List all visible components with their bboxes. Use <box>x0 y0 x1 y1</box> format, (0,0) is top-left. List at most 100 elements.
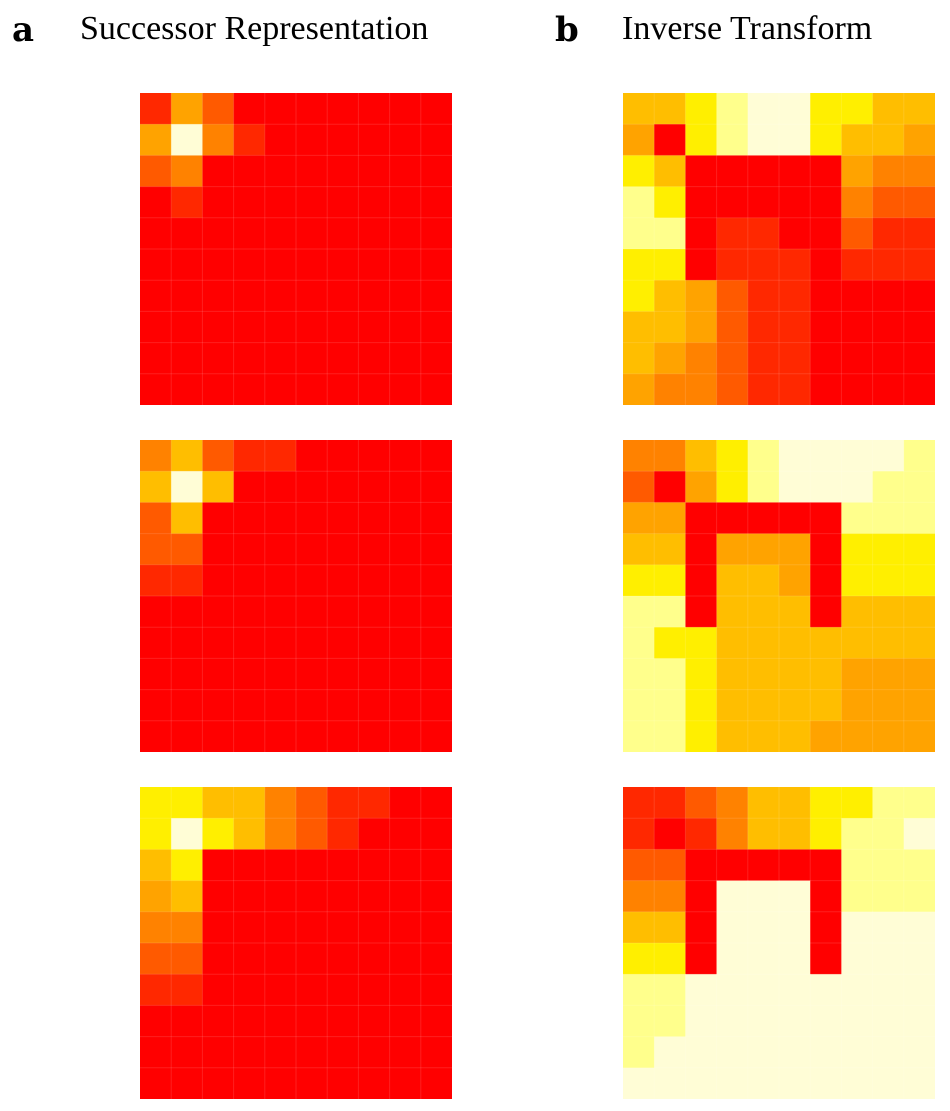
heatmap-cell <box>779 627 811 659</box>
heatmap-cell <box>685 342 717 375</box>
heatmap-cell <box>623 440 655 472</box>
heatmap-cell <box>716 533 749 566</box>
heatmap-cell <box>654 342 686 375</box>
heatmap-cell <box>810 93 842 125</box>
heatmap-cell <box>747 1005 780 1037</box>
heatmap-cell <box>264 596 297 628</box>
heatmap-cell <box>716 849 749 881</box>
heatmap-cell <box>358 155 390 187</box>
heatmap-cell <box>810 124 842 156</box>
heatmap-cell <box>779 311 811 343</box>
heatmap-cell <box>140 1036 172 1069</box>
heatmap-cell <box>841 1005 873 1037</box>
heatmap-cell <box>171 155 203 187</box>
heatmap-cell <box>747 943 780 975</box>
heatmap-cell <box>420 787 452 819</box>
heatmap-cell <box>327 471 359 503</box>
heatmap-cell <box>171 911 203 944</box>
heatmap-cell <box>903 880 935 913</box>
heatmap-cell <box>903 373 935 405</box>
heatmap-cell <box>233 155 266 187</box>
heatmap-cell <box>623 1067 655 1099</box>
heatmap-cell <box>296 1067 328 1099</box>
heatmap-cell <box>327 849 359 881</box>
heatmap-cell <box>264 373 297 405</box>
heatmap-cell <box>872 124 905 156</box>
heatmap-cell <box>389 186 422 219</box>
heatmap-cell <box>779 280 811 312</box>
heatmap-b-2 <box>623 440 935 752</box>
heatmap-cell <box>903 155 935 187</box>
heatmap-cell <box>841 911 873 944</box>
heatmap-cell <box>233 689 266 722</box>
heatmap-cell <box>654 627 686 659</box>
heatmap-cell <box>716 627 749 659</box>
heatmap-cell <box>654 186 686 219</box>
heatmap-cell <box>171 787 203 819</box>
heatmap-cell <box>810 1067 842 1099</box>
heatmap-cell <box>716 373 749 405</box>
heatmap-cell <box>872 1067 905 1099</box>
heatmap-cell <box>716 155 749 187</box>
heatmap-cell <box>779 880 811 913</box>
heatmap-cell <box>202 217 234 250</box>
heatmap-cell <box>233 217 266 250</box>
heatmap-cell <box>171 124 203 156</box>
panel-b-title: Inverse Transform <box>622 10 873 47</box>
heatmap-cell <box>358 342 390 375</box>
heatmap-cell <box>296 596 328 628</box>
heatmap-cell <box>171 880 203 913</box>
heatmap-cell <box>747 373 780 405</box>
heatmap-cell <box>685 1005 717 1037</box>
heatmap-cell <box>903 596 935 628</box>
heatmap-cell <box>296 564 328 597</box>
heatmap-cell <box>903 658 935 690</box>
heatmap-cell <box>233 943 266 975</box>
heatmap-cell <box>810 818 842 850</box>
heatmap-cell <box>171 1036 203 1069</box>
heatmap-cell <box>872 943 905 975</box>
heatmap-cell <box>623 564 655 597</box>
heatmap-cell <box>389 93 422 125</box>
heatmap-cell <box>654 911 686 944</box>
heatmap-cell <box>358 596 390 628</box>
heatmap-cell <box>327 720 359 752</box>
heatmap-cell <box>716 943 749 975</box>
heatmap-cell <box>654 1036 686 1069</box>
heatmap-cell <box>296 502 328 534</box>
heatmap-cell <box>810 502 842 534</box>
heatmap-cell <box>685 186 717 219</box>
heatmap-cell <box>623 1005 655 1037</box>
heatmap-cell <box>654 124 686 156</box>
heatmap-cell <box>747 124 780 156</box>
heatmap-cell <box>841 849 873 881</box>
heatmap-cell <box>872 533 905 566</box>
heatmap-cell <box>358 1036 390 1069</box>
heatmap-cell <box>841 93 873 125</box>
heatmap-cell <box>747 627 780 659</box>
heatmap-cell <box>903 249 935 281</box>
heatmap-cell <box>872 911 905 944</box>
heatmap-cell <box>654 533 686 566</box>
heatmap-cell <box>685 311 717 343</box>
heatmap-cell <box>171 627 203 659</box>
heatmap-cell <box>296 217 328 250</box>
heatmap-cell <box>296 689 328 722</box>
heatmap-cell <box>779 943 811 975</box>
heatmap-cell <box>389 502 422 534</box>
heatmap-cell <box>841 658 873 690</box>
heatmap-cell <box>296 787 328 819</box>
heatmap-cell <box>654 471 686 503</box>
heatmap-cell <box>716 974 749 1006</box>
heatmap-cell <box>623 124 655 156</box>
heatmap-cell <box>202 1036 234 1069</box>
heatmap-cell <box>202 818 234 850</box>
heatmap-cell <box>810 564 842 597</box>
heatmap-cell <box>623 658 655 690</box>
heatmap-cell <box>202 658 234 690</box>
heatmap-cell <box>202 93 234 125</box>
heatmap-cell <box>903 1067 935 1099</box>
heatmap-cell <box>872 280 905 312</box>
heatmap-cell <box>872 627 905 659</box>
heatmap-cell <box>779 440 811 472</box>
